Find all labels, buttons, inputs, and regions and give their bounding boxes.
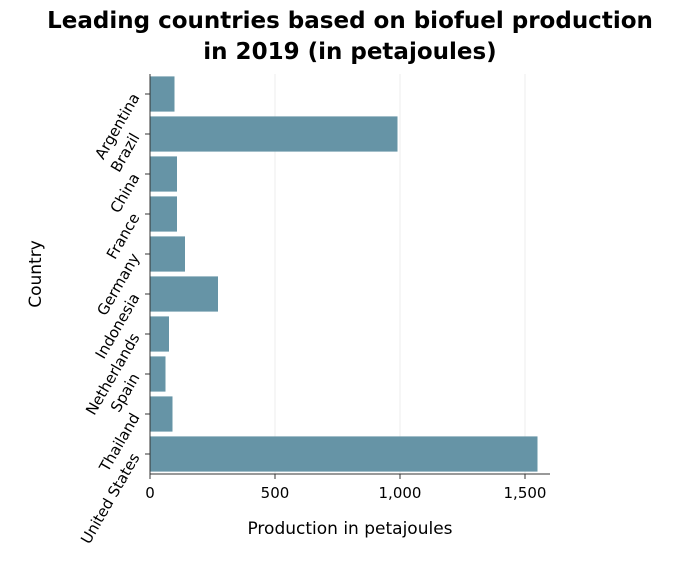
bar-brazil <box>150 116 398 152</box>
bar-argentina <box>150 76 175 112</box>
x-tick-label-0: 0 <box>145 484 155 502</box>
x-tick-label-2: 1,000 <box>379 484 422 502</box>
bar-china <box>150 156 177 192</box>
chart-title-line-1: Leading countries based on biofuel produ… <box>47 8 653 34</box>
bar-thailand <box>150 396 173 432</box>
bar-netherlands <box>150 316 169 352</box>
bar-germany <box>150 236 185 272</box>
bar-indonesia <box>150 276 218 312</box>
y-tick-label-france: France <box>103 210 144 262</box>
y-tick-label-china: China <box>106 170 143 216</box>
bar-spain <box>150 356 166 392</box>
y-axis-label: Country <box>26 240 46 308</box>
bar-france <box>150 196 177 232</box>
chart-title-line-2: in 2019 (in petajoules) <box>203 39 496 65</box>
axes <box>145 74 550 479</box>
x-tick-label-1: 500 <box>261 484 290 502</box>
x-tick-label-3: 1,500 <box>504 484 547 502</box>
x-axis-label: Production in petajoules <box>247 519 452 539</box>
bar-united-states <box>150 436 538 472</box>
bars <box>150 76 538 472</box>
